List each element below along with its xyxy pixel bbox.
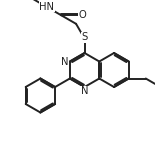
Text: N: N [81, 86, 88, 96]
Text: HN: HN [39, 2, 54, 12]
Text: S: S [81, 32, 88, 42]
Text: O: O [78, 10, 86, 20]
Text: N: N [61, 56, 69, 67]
